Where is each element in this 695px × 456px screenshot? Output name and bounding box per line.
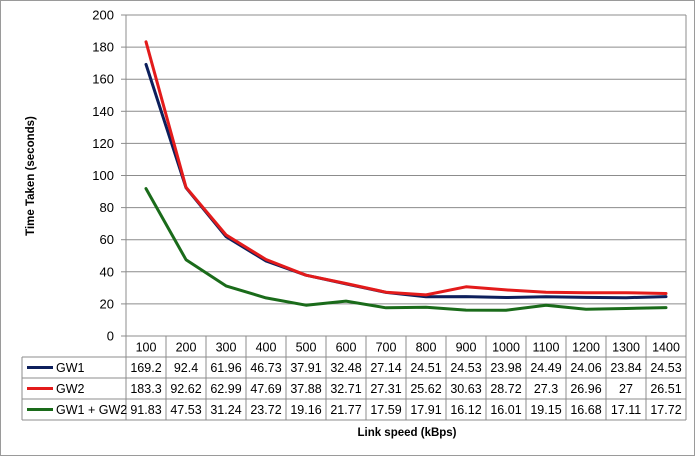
series-line-3 [144,187,668,312]
x-tick-label: 200 [176,341,197,355]
series-line-1 [144,62,668,300]
y-tick-label: 160 [92,72,114,87]
data-table: 100 200 300 400 500 600 700 800 900 1000 1100 1200 1… [21,335,687,421]
data-label: 24.53 [450,361,481,375]
x-tick-label: 700 [376,341,397,355]
data-label: 30.63 [450,382,481,396]
legend-label-1: GW1 [56,361,85,375]
data-label: 25.62 [410,382,441,396]
x-tick-label: 1400 [652,341,680,355]
x-tick-label: 600 [336,341,357,355]
y-tick-label: 20 [100,296,114,311]
data-label: 47.53 [170,403,201,417]
data-label: 19.15 [530,403,561,417]
y-axis-ticks: 0 20 40 60 80 100 120 140 160 180 200 [92,8,114,344]
y-tick-label: 120 [92,136,114,151]
y-tick-label: 40 [100,264,114,279]
data-label: 26.51 [650,382,681,396]
data-label: 17.91 [410,403,441,417]
data-label: 32.48 [330,361,361,375]
data-label: 28.72 [490,382,521,396]
x-tick-label: 300 [216,341,237,355]
data-label: 27.31 [370,382,401,396]
data-label: 27.14 [370,361,401,375]
data-label: 24.53 [650,361,681,375]
x-tick-label: 1100 [533,341,560,355]
data-label: 19.16 [290,403,321,417]
data-label: 23.72 [250,403,281,417]
data-label: 27 [619,382,633,396]
legend-label-3: GW1 + GW2 [56,403,127,417]
data-label: 61.96 [210,361,241,375]
data-label: 27.3 [534,382,558,396]
data-label: 47.69 [250,382,281,396]
data-label: 183.3 [130,382,161,396]
x-tick-label: 500 [296,341,317,355]
x-tick-label: 900 [456,341,477,355]
data-label: 17.72 [650,403,681,417]
data-label: 23.98 [490,361,521,375]
y-tick-label: 180 [92,40,114,55]
data-label: 21.77 [330,403,361,417]
x-tick-label: 1000 [492,341,520,355]
data-label: 16.68 [570,403,601,417]
y-tick-label: 0 [107,329,114,344]
x-tick-label: 1300 [612,341,640,355]
y-tick-label: 80 [100,200,114,215]
data-label: 23.84 [610,361,641,375]
data-label: 37.88 [290,382,321,396]
series-line-2 [144,40,668,297]
data-label: 62.99 [210,382,241,396]
x-tick-label: 800 [416,341,437,355]
data-label: 92.4 [174,361,198,375]
data-label: 32.71 [330,382,361,396]
x-axis-title: Link speed (kBps) [357,427,456,439]
legend-label-2: GW2 [56,382,85,396]
data-label: 24.51 [410,361,441,375]
x-tick-label: 400 [256,341,277,355]
y-axis-title: Time Taken (seconds) [25,116,37,236]
data-label: 26.96 [570,382,601,396]
plot-lines [144,40,668,312]
y-tick-label: 60 [100,232,114,247]
data-label: 16.12 [450,403,481,417]
data-label: 17.59 [370,403,401,417]
data-label: 91.83 [130,403,161,417]
y-tick-label: 200 [92,8,114,23]
x-tick-label: 100 [136,341,157,355]
data-label: 46.73 [250,361,281,375]
data-label: 16.01 [490,403,521,417]
x-tick-label: 1200 [572,341,600,355]
data-label: 17.11 [611,403,641,417]
data-label: 37.91 [290,361,321,375]
data-label: 31.24 [210,403,241,417]
y-tick-label: 140 [92,104,114,119]
data-label: 169.2 [130,361,161,375]
data-label: 24.49 [530,361,561,375]
data-label: 92.62 [170,382,201,396]
gridlines [121,14,687,337]
data-label: 24.06 [570,361,601,375]
y-tick-label: 100 [92,168,114,183]
